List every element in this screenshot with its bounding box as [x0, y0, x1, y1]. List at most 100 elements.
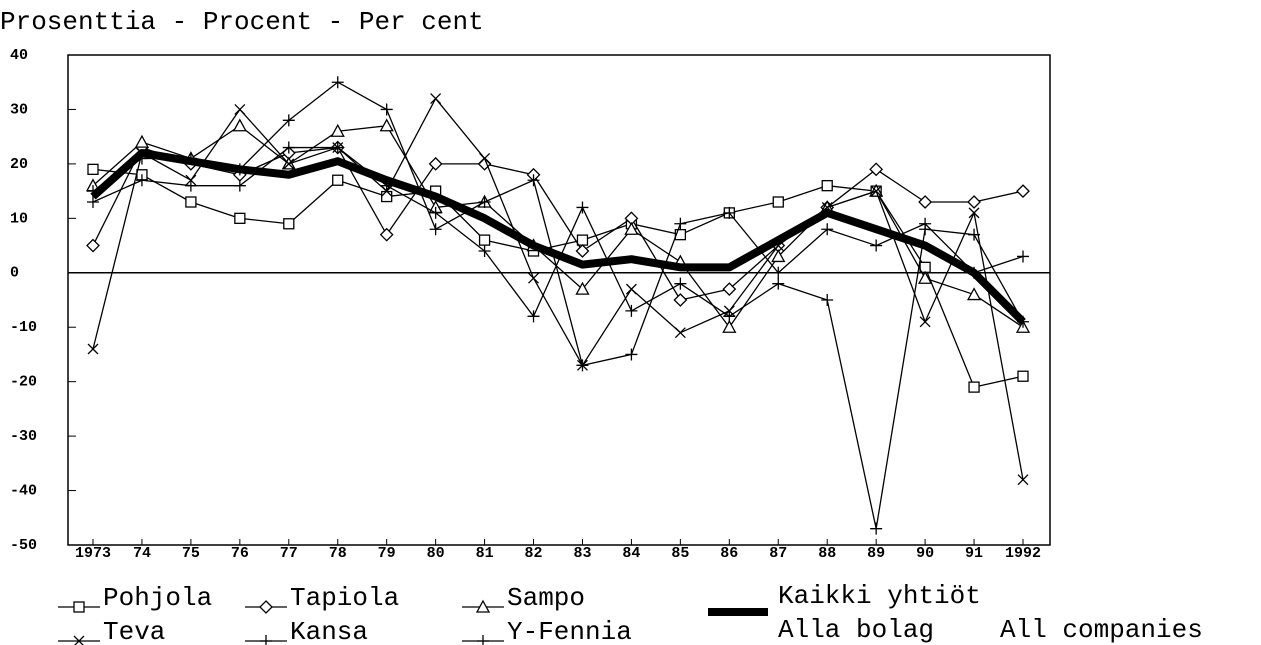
series-line: [92, 81, 1024, 366]
series-marker: [772, 266, 785, 279]
series-marker: [625, 283, 637, 295]
series-marker: [772, 196, 784, 208]
series-marker: [625, 304, 638, 317]
series-marker: [185, 196, 197, 208]
series-marker: [478, 234, 491, 246]
series-marker: [1017, 250, 1029, 263]
x-tick-label: 86: [720, 545, 738, 562]
series-marker: [282, 141, 295, 154]
series-line: [92, 125, 1024, 328]
series-line: [92, 146, 1024, 530]
y-tick-label: 20: [10, 156, 28, 173]
x-tick-label: 76: [231, 545, 249, 562]
series-marker: [332, 174, 344, 186]
series-marker: [870, 522, 883, 535]
plot-frame: [67, 54, 1051, 546]
series-marker: [527, 310, 540, 323]
series-marker: [624, 221, 639, 235]
series-marker: [1017, 370, 1029, 382]
legend-label: Kaikki yhtiöt: [778, 581, 981, 611]
series-marker: [772, 277, 785, 290]
series-marker: [918, 195, 933, 209]
series-marker: [968, 207, 980, 219]
series-marker: [722, 282, 737, 297]
series-marker: [232, 118, 247, 132]
series-marker: [379, 118, 394, 132]
series-marker: [134, 134, 150, 148]
series-marker: [479, 152, 491, 164]
y-tick-label: 30: [10, 101, 28, 118]
series-line: [92, 97, 1024, 480]
x-tick-label: 88: [818, 545, 836, 562]
series-marker: [723, 310, 736, 323]
series-marker: [575, 281, 590, 295]
series-marker: [184, 179, 197, 192]
series-marker: [428, 156, 443, 171]
series-marker: [135, 174, 148, 187]
series-marker: [282, 114, 295, 127]
series-marker: [918, 270, 933, 284]
series-marker: [430, 93, 442, 105]
series-marker: [771, 249, 786, 263]
legend-label: Kansa: [290, 617, 368, 645]
x-tick-label: 75: [182, 545, 200, 562]
series-marker: [673, 293, 688, 307]
x-tick-label: 78: [329, 545, 347, 562]
legend-marker: [260, 635, 272, 645]
series-marker: [869, 162, 884, 177]
legend-marker: [477, 635, 489, 645]
x-tick-label: 77: [280, 545, 298, 562]
series-marker: [919, 217, 932, 230]
x-tick-label: 90: [916, 545, 934, 562]
x-tick-label: 81: [476, 545, 494, 562]
series-marker: [381, 190, 393, 203]
y-tick-label: 0: [10, 265, 19, 282]
series-marker: [1016, 184, 1030, 199]
legend-label: Tapiola: [290, 583, 399, 613]
series-marker: [576, 234, 589, 246]
series-marker: [380, 103, 393, 116]
series-marker: [968, 381, 980, 393]
series-marker: [379, 227, 394, 242]
y-tick-label: -30: [10, 428, 37, 445]
legend-label: Teva: [103, 617, 165, 645]
series-marker: [968, 228, 981, 241]
x-tick-label: 80: [427, 545, 445, 562]
y-tick-label: -20: [10, 374, 37, 391]
series-marker: [576, 201, 589, 214]
series-marker: [330, 123, 345, 137]
series-marker: [283, 158, 295, 170]
series-marker: [527, 174, 540, 187]
legend-label: Pohjola: [103, 583, 212, 613]
series-line: [90, 149, 1026, 325]
series-marker: [674, 327, 686, 339]
series-marker: [870, 185, 882, 197]
x-tick-label: 79: [378, 545, 396, 562]
series-marker: [625, 348, 638, 361]
legend-marker: [475, 599, 491, 613]
series-marker: [674, 277, 687, 290]
legend-subtitle: Alla bolag: [778, 615, 934, 645]
series-line: [92, 168, 1024, 388]
series-marker: [722, 319, 737, 333]
chart-title: Prosenttia - Procent - Per cent: [0, 7, 484, 37]
series-marker: [919, 316, 931, 328]
x-tick-label: 84: [622, 545, 640, 562]
x-tick-label: 82: [525, 545, 543, 562]
legend-marker: [73, 635, 85, 645]
legend-subtitle: All companies: [1000, 615, 1203, 645]
series-marker: [870, 239, 883, 252]
series-marker: [821, 223, 834, 236]
series-marker: [821, 180, 833, 192]
x-tick-label: 1973: [75, 545, 111, 562]
series-marker: [87, 163, 99, 175]
x-tick-label: 85: [671, 545, 689, 562]
legend-label: Sampo: [507, 583, 585, 613]
series-marker: [429, 223, 442, 236]
x-tick-label: 87: [769, 545, 787, 562]
x-tick-label: 89: [867, 545, 885, 562]
series-marker: [283, 218, 295, 230]
series-marker: [821, 294, 834, 306]
y-tick-label: -50: [10, 537, 37, 554]
